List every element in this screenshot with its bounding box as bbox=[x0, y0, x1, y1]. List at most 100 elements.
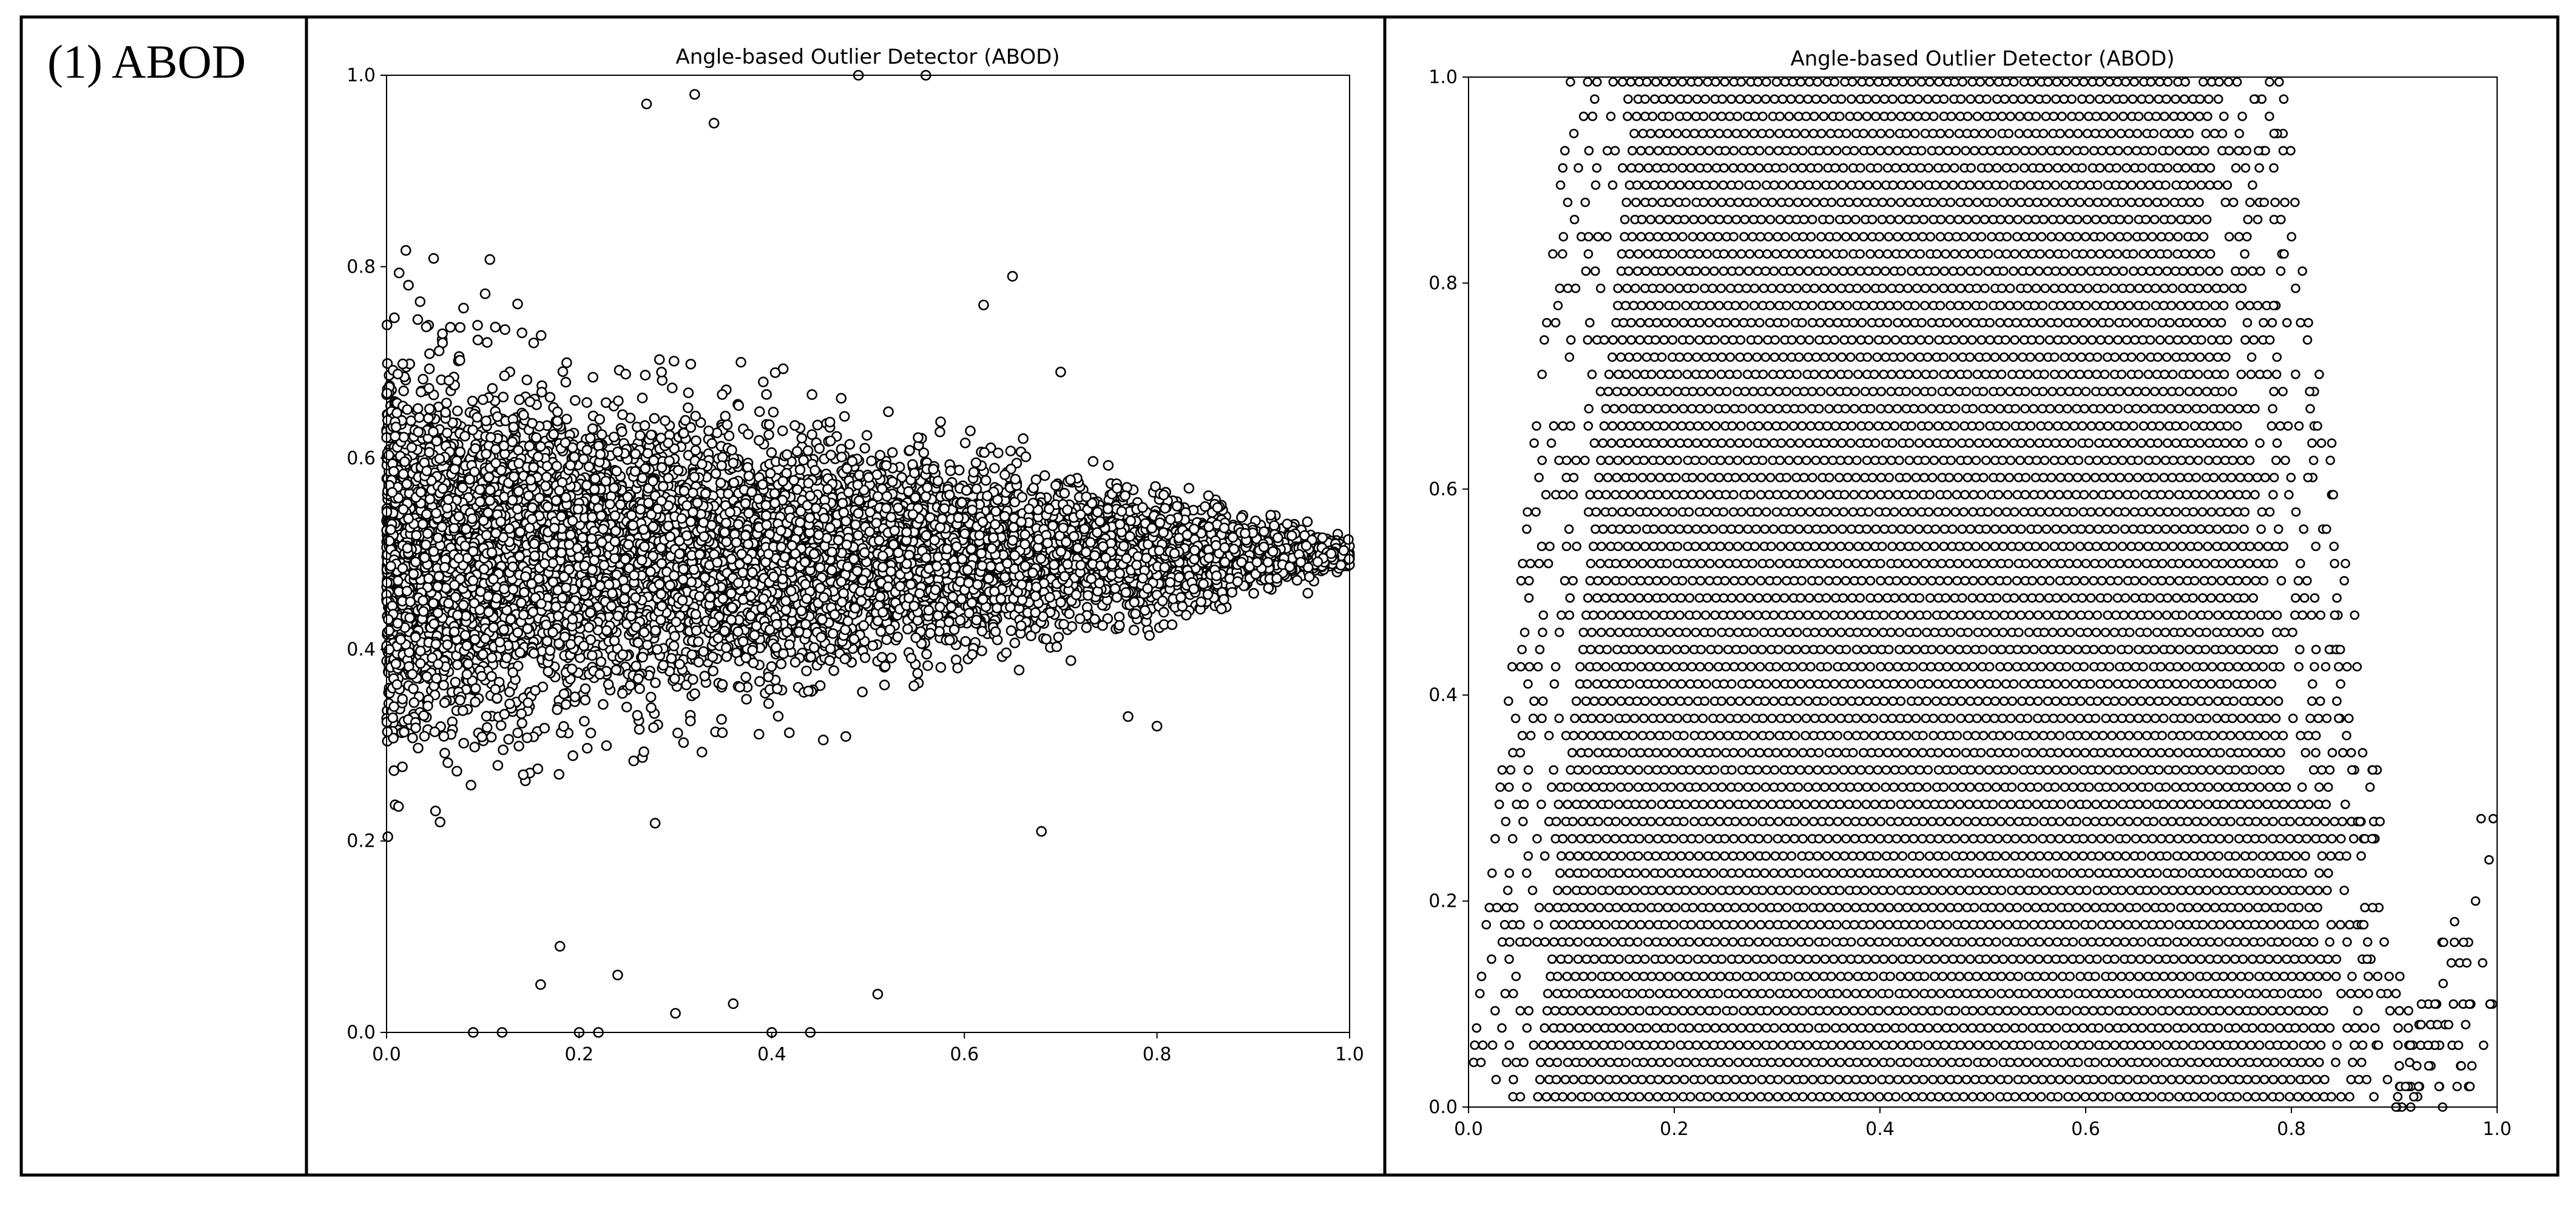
scatter-point bbox=[866, 455, 877, 467]
scatter-point bbox=[472, 334, 484, 346]
scatter-point bbox=[1203, 490, 1214, 501]
scatter-point bbox=[1026, 630, 1036, 642]
scatter-point bbox=[763, 429, 774, 441]
scatter-point bbox=[569, 395, 581, 406]
scatter-point bbox=[499, 324, 511, 335]
scatter-point bbox=[504, 686, 515, 697]
scatter-point bbox=[761, 389, 772, 400]
scatter-point bbox=[933, 610, 944, 622]
scatter-point bbox=[479, 288, 491, 299]
scatter-point bbox=[921, 649, 932, 660]
scatter-point bbox=[743, 429, 754, 440]
scatter-point bbox=[584, 432, 596, 444]
scatter-point bbox=[596, 429, 607, 440]
scatter-point bbox=[887, 447, 898, 458]
scatter-point bbox=[922, 660, 933, 671]
scatter-point bbox=[1065, 655, 1077, 666]
scatter-point bbox=[1248, 588, 1259, 599]
scatter-point bbox=[649, 413, 660, 424]
scatter-point bbox=[754, 676, 765, 687]
scatter-point bbox=[979, 447, 990, 458]
scatter-point bbox=[806, 429, 817, 440]
scatter-point bbox=[637, 392, 648, 404]
scatter-point bbox=[455, 322, 466, 333]
scatter-point bbox=[581, 397, 592, 408]
scatter-point bbox=[634, 724, 645, 735]
scatter-point bbox=[1166, 619, 1178, 631]
scatter-point bbox=[450, 677, 461, 688]
scatter-point bbox=[418, 710, 430, 721]
scatter-point bbox=[498, 391, 509, 403]
scatter-point bbox=[1053, 631, 1064, 643]
table-borders bbox=[19, 15, 2560, 1177]
scatter-point bbox=[699, 671, 711, 682]
scatter-point bbox=[481, 415, 492, 427]
scatter-point bbox=[766, 447, 777, 458]
scatter-point bbox=[649, 818, 661, 829]
scatter-point bbox=[783, 727, 795, 739]
scatter-point bbox=[960, 636, 971, 647]
scatter-point bbox=[1087, 456, 1099, 467]
scatter-point bbox=[660, 415, 671, 427]
scatter-point bbox=[840, 731, 851, 742]
scatter-point bbox=[769, 367, 781, 378]
scatter-point bbox=[512, 298, 523, 310]
scatter-point bbox=[1051, 641, 1063, 652]
scatter-point bbox=[802, 445, 814, 456]
scatter-point bbox=[587, 371, 599, 383]
scatter-point bbox=[634, 683, 645, 694]
scatter-point bbox=[690, 410, 701, 422]
scatter-point bbox=[952, 662, 963, 674]
scatter-point bbox=[553, 769, 565, 780]
scatter-point bbox=[1016, 492, 1028, 503]
scatter-point bbox=[451, 765, 462, 777]
scatter-point bbox=[1219, 594, 1229, 605]
scatter-point bbox=[716, 714, 727, 725]
scatter-point bbox=[403, 280, 414, 291]
scatter-point bbox=[560, 376, 572, 388]
chart-left-points bbox=[381, 70, 1355, 1038]
scatter-point bbox=[1216, 603, 1227, 615]
scatter-point bbox=[1081, 622, 1092, 633]
scatter-point bbox=[678, 737, 689, 748]
scatter-point bbox=[758, 376, 769, 388]
scatter-point bbox=[580, 694, 591, 706]
scatter-point bbox=[920, 491, 931, 502]
scatter-point bbox=[492, 760, 504, 771]
scatter-point bbox=[935, 662, 947, 673]
scatter-point bbox=[561, 413, 572, 425]
scatter-point bbox=[585, 727, 597, 739]
scatter-point bbox=[776, 659, 787, 669]
scatter-point bbox=[828, 665, 839, 676]
scatter-point bbox=[465, 779, 476, 791]
scatter-point bbox=[398, 385, 409, 396]
scatter-point bbox=[650, 677, 661, 688]
scatter-point bbox=[400, 245, 411, 256]
scatter-point bbox=[993, 447, 1004, 459]
scatter-point bbox=[721, 651, 732, 662]
scatter-point bbox=[513, 740, 524, 752]
scatter-point bbox=[621, 702, 632, 713]
scatter-point bbox=[552, 406, 563, 418]
scatter-point bbox=[716, 460, 727, 472]
scatter-point bbox=[935, 426, 945, 438]
scatter-point bbox=[620, 368, 631, 380]
scatter-point bbox=[442, 757, 453, 768]
scatter-point bbox=[645, 691, 657, 703]
row-label: (1) ABOD bbox=[47, 35, 246, 88]
scatter-point bbox=[439, 748, 450, 759]
scatter-point bbox=[495, 720, 507, 731]
scatter-point bbox=[861, 430, 873, 441]
scatter-point bbox=[594, 414, 606, 425]
scatter-point bbox=[723, 430, 735, 441]
scatter-point bbox=[708, 665, 718, 677]
scatter-point bbox=[654, 354, 665, 365]
scatter-point bbox=[492, 693, 502, 704]
scatter-point bbox=[407, 733, 418, 744]
scatter-point bbox=[904, 445, 915, 456]
scatter-point bbox=[389, 312, 400, 324]
scatter-point bbox=[413, 742, 424, 754]
scatter-point bbox=[516, 327, 528, 339]
scatter-point bbox=[720, 410, 731, 422]
